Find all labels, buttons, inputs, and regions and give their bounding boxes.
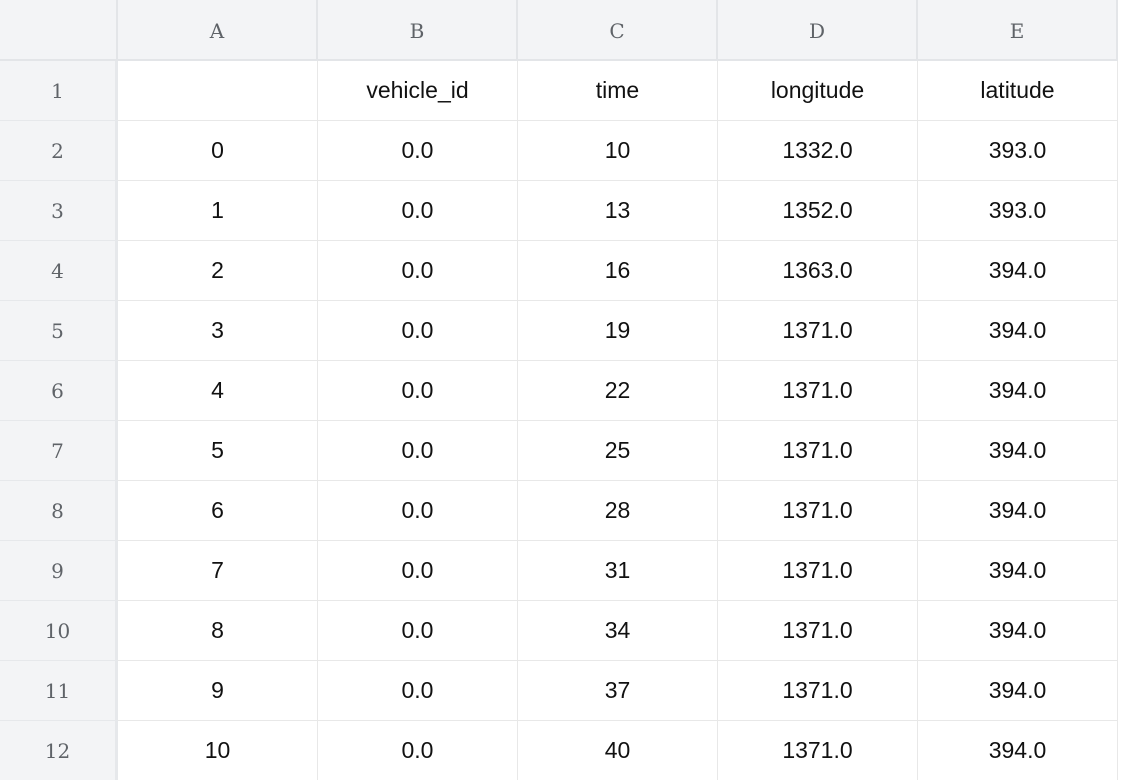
cell-a9[interactable]: 7 [118,541,318,601]
cell-d8[interactable]: 1371.0 [718,481,918,541]
row-header-5[interactable]: 5 [0,301,118,361]
row-header-10[interactable]: 10 [0,601,118,661]
select-all-corner[interactable] [0,0,118,61]
row-header-3[interactable]: 3 [0,181,118,241]
cell-e6[interactable]: 394.0 [918,361,1118,421]
cell-b6[interactable]: 0.0 [318,361,518,421]
cell-c11[interactable]: 37 [518,661,718,721]
cell-d10[interactable]: 1371.0 [718,601,918,661]
cell-c10[interactable]: 34 [518,601,718,661]
row-header-12[interactable]: 12 [0,721,118,780]
cell-a4[interactable]: 2 [118,241,318,301]
cell-a8[interactable]: 6 [118,481,318,541]
cell-d1[interactable]: longitude [718,61,918,121]
cell-e3[interactable]: 393.0 [918,181,1118,241]
cell-c9[interactable]: 31 [518,541,718,601]
column-header-d[interactable]: D [718,0,918,61]
cell-d7[interactable]: 1371.0 [718,421,918,481]
row-header-8[interactable]: 8 [0,481,118,541]
cell-d12[interactable]: 1371.0 [718,721,918,780]
cell-d9[interactable]: 1371.0 [718,541,918,601]
cell-a2[interactable]: 0 [118,121,318,181]
cell-e12[interactable]: 394.0 [918,721,1118,780]
row-header-2[interactable]: 2 [0,121,118,181]
cell-c1[interactable]: time [518,61,718,121]
cell-a7[interactable]: 5 [118,421,318,481]
cell-b9[interactable]: 0.0 [318,541,518,601]
cell-b4[interactable]: 0.0 [318,241,518,301]
row-header-1[interactable]: 1 [0,61,118,121]
cell-a12[interactable]: 10 [118,721,318,780]
column-header-c[interactable]: C [518,0,718,61]
cell-c8[interactable]: 28 [518,481,718,541]
cell-b7[interactable]: 0.0 [318,421,518,481]
cell-d5[interactable]: 1371.0 [718,301,918,361]
cell-b3[interactable]: 0.0 [318,181,518,241]
cell-d6[interactable]: 1371.0 [718,361,918,421]
cell-d11[interactable]: 1371.0 [718,661,918,721]
cell-e5[interactable]: 394.0 [918,301,1118,361]
cell-b5[interactable]: 0.0 [318,301,518,361]
cell-c6[interactable]: 22 [518,361,718,421]
cell-b1[interactable]: vehicle_id [318,61,518,121]
cell-e9[interactable]: 394.0 [918,541,1118,601]
column-header-e[interactable]: E [918,0,1118,61]
column-header-a[interactable]: A [118,0,318,61]
cell-d4[interactable]: 1363.0 [718,241,918,301]
cell-a10[interactable]: 8 [118,601,318,661]
cell-e8[interactable]: 394.0 [918,481,1118,541]
cell-d3[interactable]: 1352.0 [718,181,918,241]
column-header-b[interactable]: B [318,0,518,61]
cell-a5[interactable]: 3 [118,301,318,361]
cell-c3[interactable]: 13 [518,181,718,241]
cell-e11[interactable]: 394.0 [918,661,1118,721]
cell-b8[interactable]: 0.0 [318,481,518,541]
cell-c12[interactable]: 40 [518,721,718,780]
cell-e4[interactable]: 394.0 [918,241,1118,301]
row-header-9[interactable]: 9 [0,541,118,601]
cell-c4[interactable]: 16 [518,241,718,301]
row-header-7[interactable]: 7 [0,421,118,481]
cell-e2[interactable]: 393.0 [918,121,1118,181]
cell-c2[interactable]: 10 [518,121,718,181]
cell-e1[interactable]: latitude [918,61,1118,121]
cell-a3[interactable]: 1 [118,181,318,241]
cell-a1[interactable] [118,61,318,121]
cell-b10[interactable]: 0.0 [318,601,518,661]
cell-c5[interactable]: 19 [518,301,718,361]
cell-e7[interactable]: 394.0 [918,421,1118,481]
cell-b12[interactable]: 0.0 [318,721,518,780]
cell-e10[interactable]: 394.0 [918,601,1118,661]
cell-a6[interactable]: 4 [118,361,318,421]
cell-b2[interactable]: 0.0 [318,121,518,181]
cell-b11[interactable]: 0.0 [318,661,518,721]
cell-c7[interactable]: 25 [518,421,718,481]
row-header-11[interactable]: 11 [0,661,118,721]
cell-d2[interactable]: 1332.0 [718,121,918,181]
row-header-4[interactable]: 4 [0,241,118,301]
row-header-6[interactable]: 6 [0,361,118,421]
cell-a11[interactable]: 9 [118,661,318,721]
